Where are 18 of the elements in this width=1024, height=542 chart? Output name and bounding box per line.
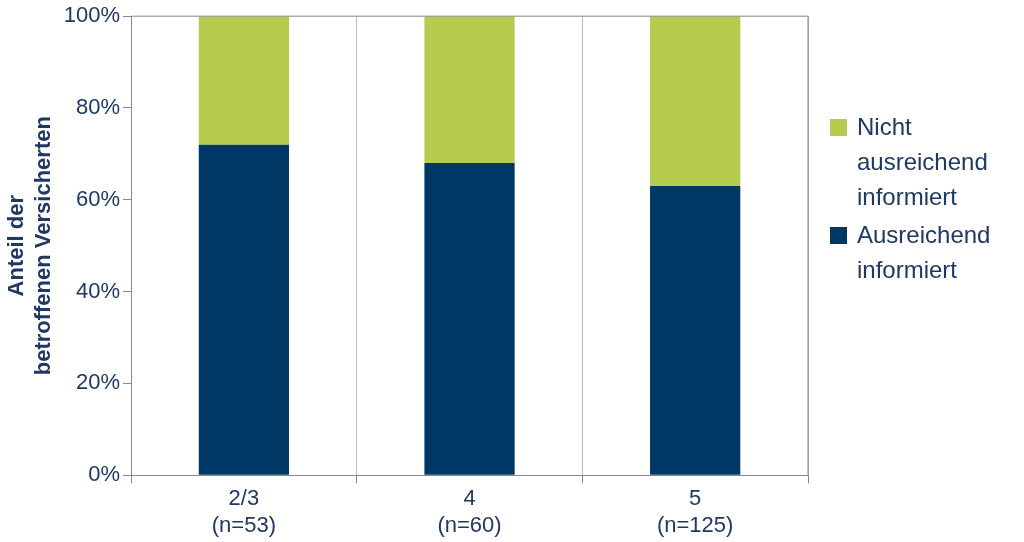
legend-label: Nicht ausreichend informiert xyxy=(857,112,989,212)
bar xyxy=(650,186,741,475)
x-tick-label: 2/3 (n=53) xyxy=(211,485,276,537)
bar xyxy=(424,163,515,475)
y-tick-label: 20% xyxy=(76,369,121,395)
bar xyxy=(198,16,290,145)
bar xyxy=(650,16,741,187)
bar xyxy=(198,144,290,475)
legend-label: Ausreichend informiert xyxy=(857,220,992,286)
x-tick-label: 5 (n=125) xyxy=(656,485,734,537)
y-tick-label: 80% xyxy=(76,94,121,120)
y-tick-label: 40% xyxy=(76,277,121,303)
bar xyxy=(424,16,515,164)
y-tick-label: 60% xyxy=(76,185,121,211)
y-tick-label: 0% xyxy=(88,461,121,487)
y-axis-title: Anteil der betroffenen Versicherten xyxy=(3,116,55,376)
x-tick-label: 4 (n=60) xyxy=(437,485,502,537)
y-tick-label: 100% xyxy=(63,2,121,28)
